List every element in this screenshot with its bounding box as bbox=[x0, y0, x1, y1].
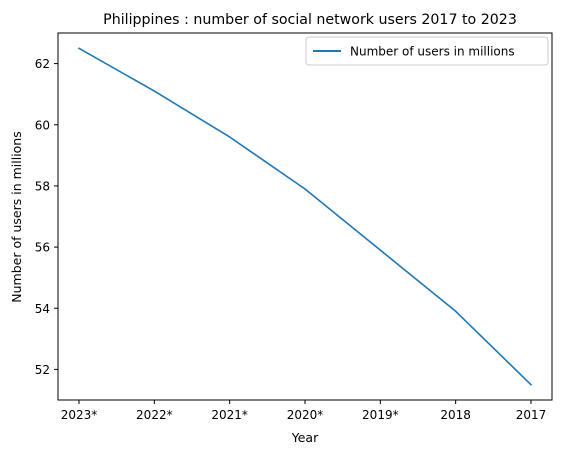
x-tick-label: 2017 bbox=[516, 408, 547, 422]
data-point bbox=[78, 47, 80, 50]
x-tick-label: 2019* bbox=[362, 408, 399, 422]
y-tick-label: 60 bbox=[35, 118, 50, 132]
data-point bbox=[228, 136, 231, 138]
x-tick-label: 2022* bbox=[136, 408, 173, 422]
y-axis-label: Number of users in millions bbox=[9, 131, 24, 302]
ticks: 2023* 2022* 2021* 2020* 2019* 2018 2017 52 54 56 5… bbox=[35, 57, 547, 422]
plot-frame bbox=[57, 32, 553, 401]
series bbox=[78, 47, 532, 386]
legend-box bbox=[305, 36, 549, 66]
data-point bbox=[153, 90, 156, 92]
y-tick-label: 54 bbox=[35, 302, 50, 316]
x-axis-label: Year bbox=[291, 430, 319, 445]
data-point bbox=[379, 249, 382, 251]
data-point bbox=[454, 310, 457, 313]
series-line bbox=[78, 47, 532, 386]
data-point bbox=[530, 383, 532, 386]
y-tick-label: 52 bbox=[35, 363, 50, 377]
x-tick-label: 2021* bbox=[211, 408, 248, 422]
y-tick-label: 58 bbox=[35, 179, 50, 193]
axes bbox=[57, 32, 553, 401]
data-point bbox=[304, 188, 306, 190]
legend-label: Number of users in millions bbox=[350, 45, 515, 59]
x-tick-label: 2020* bbox=[287, 408, 324, 422]
y-tick-label: 62 bbox=[35, 57, 50, 71]
y-tick-label: 56 bbox=[35, 241, 50, 255]
x-tick-label: 2023* bbox=[61, 408, 98, 422]
chart-title: Philippines : number of social network u… bbox=[103, 12, 517, 28]
x-tick-label: 2018 bbox=[440, 408, 471, 422]
legend: Number of users in millions bbox=[305, 36, 549, 66]
